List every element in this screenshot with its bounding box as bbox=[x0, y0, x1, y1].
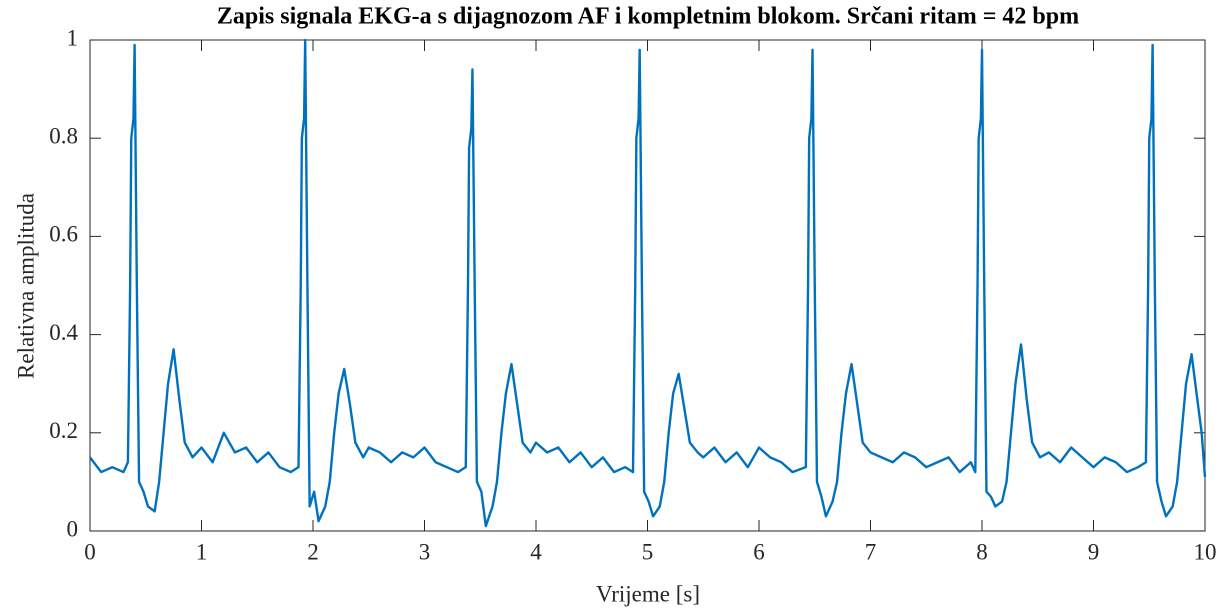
y-tick-label: 0.6 bbox=[49, 222, 78, 247]
y-tick-label: 0.4 bbox=[49, 320, 78, 345]
x-tick-label: 3 bbox=[419, 539, 431, 564]
x-tick-label: 6 bbox=[753, 539, 765, 564]
x-tick-label: 4 bbox=[530, 539, 542, 564]
x-tick-label: 1 bbox=[196, 539, 208, 564]
x-tick-label: 10 bbox=[1194, 539, 1217, 564]
x-tick-label: 8 bbox=[976, 539, 988, 564]
y-axis-label: Relativna amplituda bbox=[13, 193, 38, 379]
x-tick-label: 2 bbox=[307, 539, 319, 564]
x-tick-label: 0 bbox=[84, 539, 96, 564]
x-tick-label: 5 bbox=[642, 539, 654, 564]
y-tick-label: 0 bbox=[67, 516, 79, 541]
axes-box bbox=[89, 39, 1206, 532]
y-tick-label: 0.8 bbox=[49, 123, 78, 148]
signal-line bbox=[89, 38, 1207, 528]
y-tick-label: 0.2 bbox=[49, 418, 78, 443]
x-tick-label: 9 bbox=[1088, 539, 1100, 564]
x-tick-label: 7 bbox=[865, 539, 877, 564]
y-tick-label: 1 bbox=[67, 25, 79, 50]
x-axis-label: Vrijeme [s] bbox=[596, 581, 700, 606]
chart-title: Zapis signala EKG-a s dijagnozom AF i ko… bbox=[217, 4, 1079, 30]
